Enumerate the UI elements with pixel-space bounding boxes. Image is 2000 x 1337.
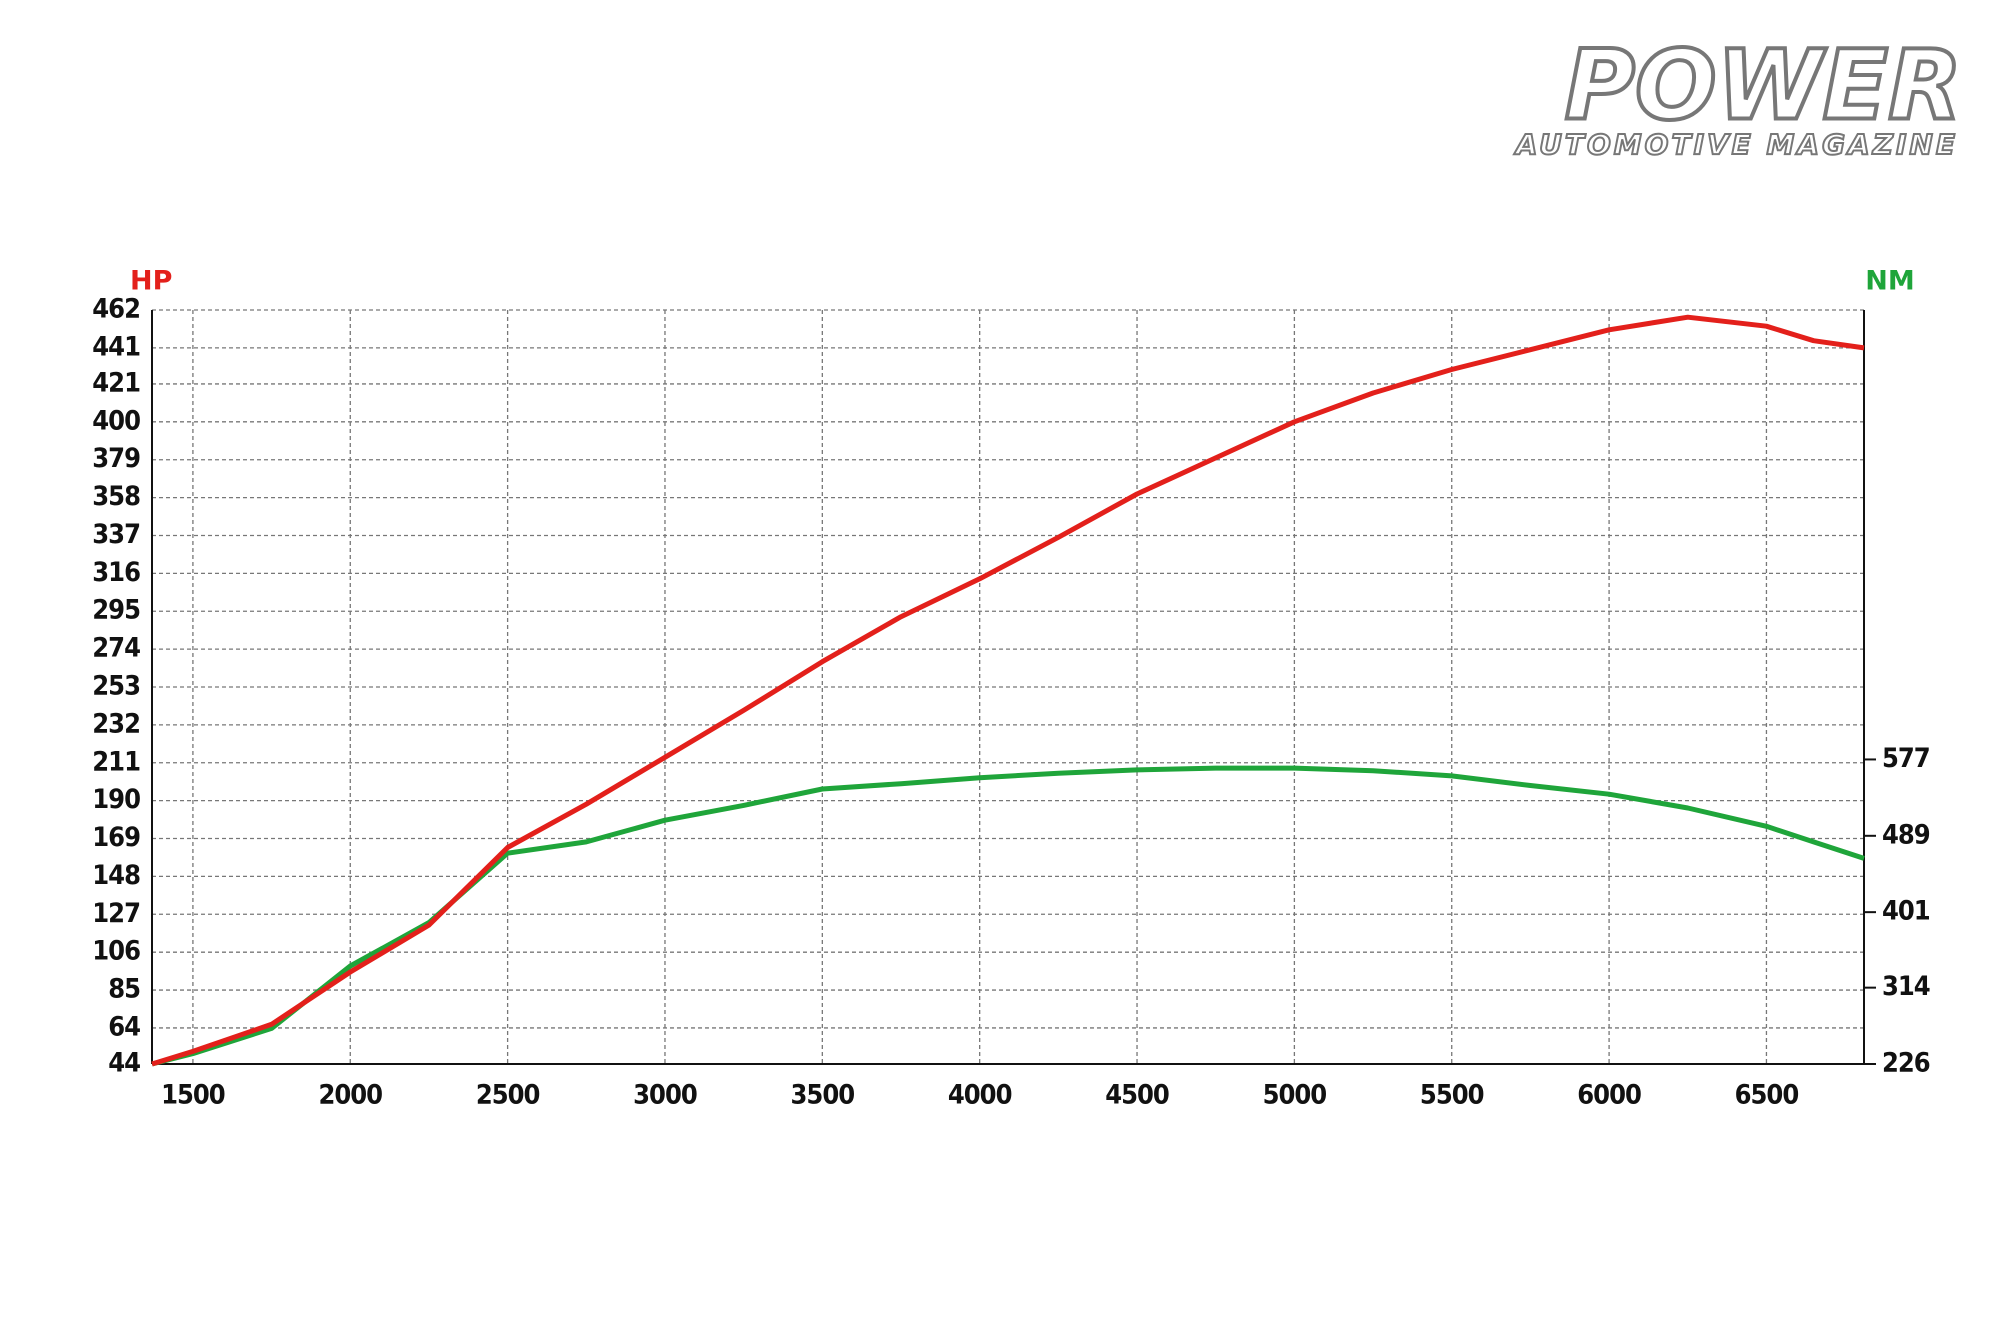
- y2-tick-label: 401: [1882, 896, 1930, 927]
- y-tick-label: 169: [92, 822, 140, 853]
- x-tick-label: 1500: [161, 1080, 225, 1111]
- y2-tick-label: 314: [1882, 971, 1930, 1002]
- y-tick-label: 232: [92, 708, 140, 739]
- x-tick-label: 5500: [1420, 1080, 1484, 1111]
- y-tick-label: 274: [92, 633, 140, 664]
- y-tick-label: 379: [92, 443, 140, 474]
- y-tick-label: 441: [92, 331, 140, 362]
- x-tick-label: 3000: [633, 1080, 697, 1111]
- y-tick-label: 337: [92, 519, 140, 550]
- y-tick-label: 295: [92, 595, 140, 626]
- series-line: [151, 314, 1865, 1067]
- y2-tick-label: 226: [1882, 1048, 1930, 1079]
- y-tick-label: 64: [108, 1011, 140, 1042]
- logo: POWER AUTOMOTIVE MAGAZINE: [1513, 27, 1964, 162]
- y-tick-label: 148: [92, 860, 140, 891]
- y-tick-label: 316: [92, 557, 140, 588]
- y-axis-label: HP: [130, 266, 172, 297]
- x-tick-label: 3500: [791, 1080, 855, 1111]
- y2-tick-label: 577: [1882, 743, 1930, 774]
- x-tick-label: 2500: [476, 1080, 540, 1111]
- x-tick-label: 4500: [1105, 1080, 1169, 1111]
- x-tick-label: 4000: [948, 1080, 1012, 1111]
- y-tick-label: 44: [108, 1048, 140, 1079]
- y2-axis-label: NM: [1865, 266, 1914, 297]
- y-tick-label: 253: [92, 671, 140, 702]
- y-tick-label: 127: [92, 898, 140, 929]
- logo-title: POWER: [1565, 29, 1962, 141]
- x-tick-label: 2000: [318, 1080, 382, 1111]
- y-tick-label: 358: [92, 481, 140, 512]
- y2-tick-label: 489: [1882, 819, 1930, 850]
- x-tick-label: 5000: [1263, 1080, 1327, 1111]
- y-tick-label: 211: [92, 746, 140, 777]
- y-tick-label: 190: [92, 784, 140, 815]
- series-line: [151, 765, 1865, 1067]
- x-tick-label: 6500: [1735, 1080, 1799, 1111]
- y-tick-label: 421: [92, 367, 140, 398]
- y-tick-label: 85: [108, 974, 140, 1005]
- x-tick-label: 6000: [1577, 1080, 1641, 1111]
- logo-subtitle: AUTOMOTIVE MAGAZINE: [1514, 128, 1958, 161]
- y-tick-label: 400: [92, 405, 140, 436]
- y-tick-label: 462: [92, 294, 140, 325]
- y-tick-label: 106: [92, 936, 140, 967]
